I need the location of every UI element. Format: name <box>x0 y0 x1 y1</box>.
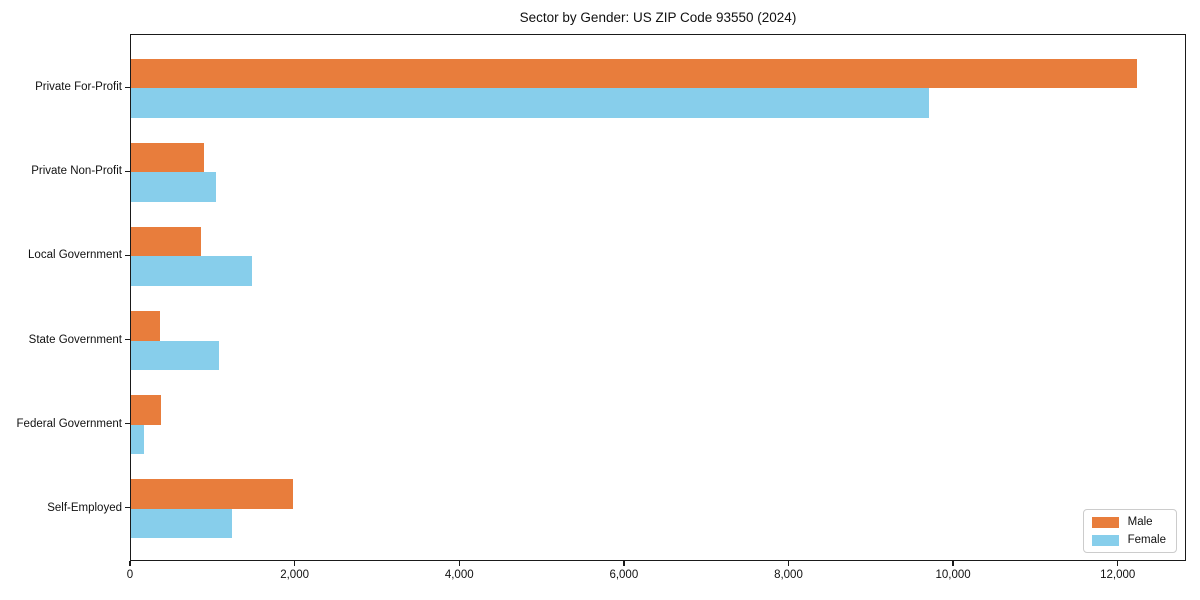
bar-female <box>131 172 217 202</box>
legend-item-female: Female <box>1091 534 1166 546</box>
y-category-label: State Government <box>28 333 122 346</box>
chart-title: Sector by Gender: US ZIP Code 93550 (202… <box>519 10 797 25</box>
bar-male <box>131 395 161 425</box>
x-tick-mark <box>952 561 954 566</box>
y-tick-mark <box>125 170 130 173</box>
bar-female <box>131 424 144 454</box>
x-tick-label: 4,000 <box>444 569 474 581</box>
y-category-label: Private Non-Profit <box>31 165 122 178</box>
x-tick-label: 10,000 <box>935 569 971 581</box>
y-category-label: Federal Government <box>16 417 122 430</box>
y-tick-mark <box>125 254 130 257</box>
male-swatch <box>1091 516 1119 528</box>
x-tick-mark <box>787 561 790 566</box>
y-tick-mark <box>125 506 130 509</box>
y-tick-mark <box>125 86 130 89</box>
x-tick-label: 0 <box>126 569 134 581</box>
bar-male <box>131 227 202 257</box>
legend-label-male: Male <box>1127 516 1153 528</box>
y-category-label: Private For-Profit <box>35 81 122 94</box>
bar-male <box>131 58 1137 89</box>
x-tick-mark <box>458 561 460 566</box>
legend-label-female: Female <box>1127 534 1166 546</box>
y-tick-mark <box>125 338 130 341</box>
bar-female <box>131 508 233 539</box>
x-tick-mark <box>293 561 296 566</box>
legend-item-male: Male <box>1091 516 1166 528</box>
legend: Male Female <box>1082 509 1177 553</box>
bar-male <box>131 143 205 173</box>
x-tick-label: 8,000 <box>774 569 803 581</box>
y-category-label: Local Government <box>28 249 122 262</box>
bar-female <box>131 340 219 370</box>
y-tick-mark <box>125 422 130 425</box>
bar-female <box>131 88 929 118</box>
bar-male <box>131 311 160 341</box>
x-tick-label: 6,000 <box>609 569 639 581</box>
x-tick-mark <box>623 561 625 566</box>
x-tick-mark <box>1116 561 1119 566</box>
x-tick-label: 12,000 <box>1100 569 1136 581</box>
bar-male <box>131 479 294 509</box>
x-tick-mark <box>129 561 131 566</box>
x-tick-label: 2,000 <box>280 569 309 581</box>
bar-female <box>131 256 252 286</box>
y-category-label: Self-Employed <box>47 501 122 514</box>
female-swatch <box>1091 534 1119 546</box>
plot-area: Male Female <box>130 34 1186 561</box>
